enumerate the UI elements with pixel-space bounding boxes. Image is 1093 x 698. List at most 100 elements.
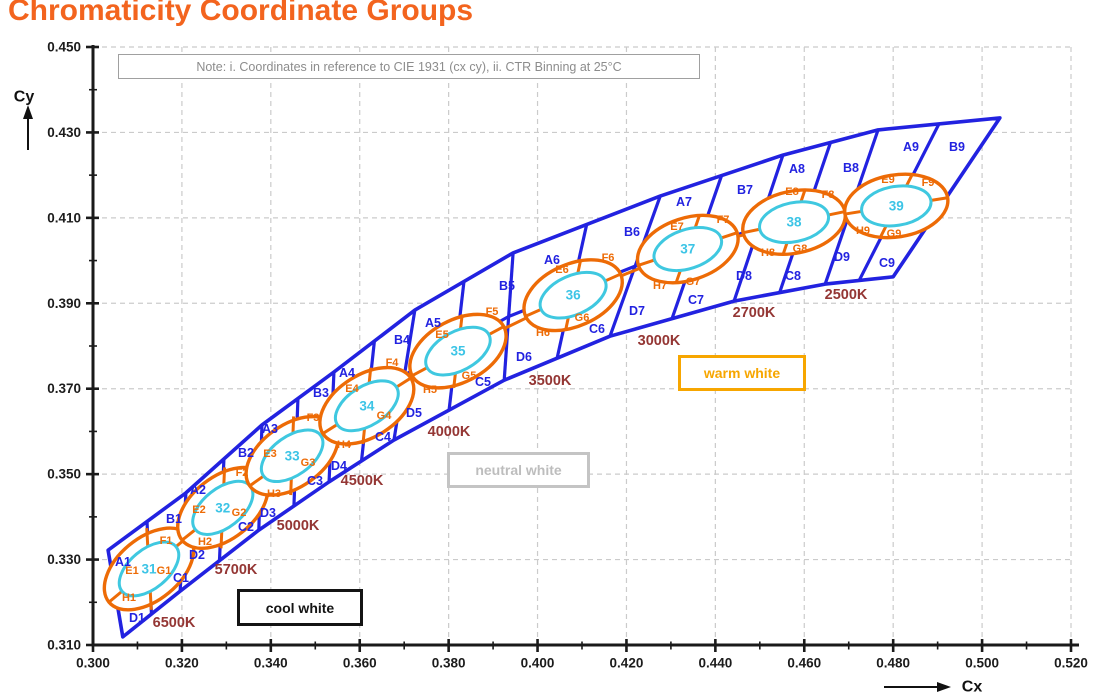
bin-label-A9: A9 xyxy=(903,140,919,154)
bin-label-D6: D6 xyxy=(516,350,532,364)
tolerance-ellipse-inner-37 xyxy=(652,226,724,273)
bin-label-G5: G5 xyxy=(462,370,477,382)
cct-label-4500K: 4500K xyxy=(341,473,384,489)
tolerance-ellipse-inner-34 xyxy=(333,379,400,433)
bin-label-B6: B6 xyxy=(624,225,640,239)
y-tick-label-0.390: 0.390 xyxy=(47,296,81,311)
bin-label-F1: F1 xyxy=(160,535,173,547)
bin-label-A1: A1 xyxy=(115,555,131,569)
x-tick-label-0.300: 0.300 xyxy=(76,656,110,671)
bin-label-E3: E3 xyxy=(263,448,276,460)
bin-label-A3: A3 xyxy=(262,422,278,436)
group-number-31: 31 xyxy=(141,561,157,576)
y-tick-label-0.450: 0.450 xyxy=(47,40,81,55)
x-tick-label-0.420: 0.420 xyxy=(610,656,644,671)
bin-label-F2: F2 xyxy=(236,467,249,479)
bin-label-E2: E2 xyxy=(192,504,205,516)
tolerance-ellipse-inner-38 xyxy=(758,200,831,244)
group-number-32: 32 xyxy=(215,500,230,515)
bin-label-D2: D2 xyxy=(189,548,205,562)
page-title: Chromaticity Coordinate Groups xyxy=(8,0,474,27)
bin-label-C3: C3 xyxy=(307,474,323,488)
bin-label-A6: A6 xyxy=(544,253,560,267)
y-axis-title: Cy xyxy=(14,89,35,106)
bin-label-C2: C2 xyxy=(238,520,254,534)
y-tick-label-0.310: 0.310 xyxy=(47,638,81,653)
note-text: Note: i. Coordinates in reference to CIE… xyxy=(196,59,622,74)
bin-label-D9: D9 xyxy=(834,250,850,264)
group-number-38: 38 xyxy=(787,215,803,230)
group-number-34: 34 xyxy=(359,398,375,413)
x-tick-label-0.320: 0.320 xyxy=(165,656,199,671)
bin-label-A4: A4 xyxy=(339,366,355,380)
bin-label-D8: D8 xyxy=(736,269,752,283)
cct-label-3000K: 3000K xyxy=(638,333,681,349)
bin-label-A2: A2 xyxy=(190,483,206,497)
bin-label-E7: E7 xyxy=(670,221,683,233)
bin-label-B5: B5 xyxy=(499,279,515,293)
tolerance-ellipse-inner-33 xyxy=(259,428,325,484)
group-number-37: 37 xyxy=(680,242,695,257)
cct-label-4000K: 4000K xyxy=(428,424,471,440)
bin-label-F5: F5 xyxy=(486,306,499,318)
bin-label-E9: E9 xyxy=(881,174,894,186)
x-tick-label-0.380: 0.380 xyxy=(432,656,466,671)
cct-label-5700K: 5700K xyxy=(215,562,258,578)
bin-label-C4: C4 xyxy=(375,430,391,444)
bin-label-F6: F6 xyxy=(602,252,615,264)
bin-label-G7: G7 xyxy=(686,276,701,288)
bin-label-D1: D1 xyxy=(129,611,145,625)
legend-warm-white: warm white xyxy=(678,355,806,391)
group-number-33: 33 xyxy=(285,448,301,463)
bin-label-G1: G1 xyxy=(157,565,172,577)
group-number-36: 36 xyxy=(566,288,582,303)
bin-label-D3: D3 xyxy=(260,506,276,520)
cct-label-2500K: 2500K xyxy=(825,287,868,303)
bin-label-F7: F7 xyxy=(717,214,730,226)
y-tick-label-0.410: 0.410 xyxy=(47,210,81,225)
bin-label-B7: B7 xyxy=(737,183,753,197)
bin-label-H9: H9 xyxy=(856,225,870,237)
bin-label-C6: C6 xyxy=(589,322,605,336)
x-tick-label-0.500: 0.500 xyxy=(965,656,999,671)
bin-label-C7: C7 xyxy=(688,293,704,307)
y-tick-label-0.370: 0.370 xyxy=(47,381,81,396)
group-number-35: 35 xyxy=(450,344,466,359)
bin-label-H4: H4 xyxy=(337,439,352,451)
bin-label-G4: G4 xyxy=(377,410,393,422)
cct-label-2700K: 2700K xyxy=(733,305,776,321)
legend-neutral-white: neutral white xyxy=(447,452,590,488)
tolerance-ellipse-inner-39 xyxy=(860,184,933,228)
bin-label-E8: E8 xyxy=(785,186,798,198)
x-tick-label-0.400: 0.400 xyxy=(521,656,555,671)
bin-label-F8: F8 xyxy=(822,189,835,201)
cct-label-5000K: 5000K xyxy=(277,518,320,534)
bin-label-D4: D4 xyxy=(331,459,347,473)
bin-label-H3: H3 xyxy=(267,488,281,500)
bin-label-G9: G9 xyxy=(887,228,902,240)
bin-label-C1: C1 xyxy=(173,571,189,585)
bin-label-F4: F4 xyxy=(386,357,400,369)
y-tick-label-0.430: 0.430 xyxy=(47,125,81,140)
bin-label-H5: H5 xyxy=(423,384,437,396)
x-axis-title: Cx xyxy=(962,679,983,696)
bin-label-F3: F3 xyxy=(307,412,320,424)
bin-label-B2: B2 xyxy=(238,446,254,460)
bin-label-A7: A7 xyxy=(676,195,692,209)
bin-label-E6: E6 xyxy=(555,264,568,276)
bin-label-H6: H6 xyxy=(536,327,550,339)
bin-label-G8: G8 xyxy=(793,243,808,255)
bin-label-H7: H7 xyxy=(653,280,667,292)
y-tick-label-0.330: 0.330 xyxy=(47,552,81,567)
bin-label-D7: D7 xyxy=(629,304,645,318)
y-tick-label-0.350: 0.350 xyxy=(47,467,81,482)
tolerance-ellipse-inner-31 xyxy=(117,540,181,598)
x-tick-label-0.340: 0.340 xyxy=(254,656,288,671)
bin-label-B8: B8 xyxy=(843,161,859,175)
bin-label-B4: B4 xyxy=(394,333,410,347)
legend-cool-white: cool white xyxy=(237,589,363,626)
bin-label-G2: G2 xyxy=(232,507,247,519)
cct-label-3500K: 3500K xyxy=(529,373,572,389)
